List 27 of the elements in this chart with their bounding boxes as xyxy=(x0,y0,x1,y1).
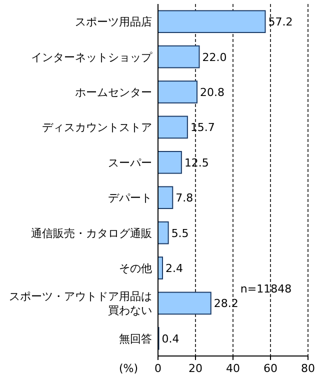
x-tick-label: 40 xyxy=(226,362,240,375)
x-axis-title: (%) xyxy=(118,362,138,375)
y-tick-label: スーパー xyxy=(108,156,152,170)
annotation: n=11848 xyxy=(240,282,292,296)
y-tick-label: その他 xyxy=(119,262,152,275)
x-tick-label: 80 xyxy=(301,362,315,375)
data-label: 12.5 xyxy=(184,156,209,170)
data-label: 22.0 xyxy=(202,50,227,64)
data-label: 7.8 xyxy=(176,192,194,205)
y-tick-label: スポーツ・アウトドア用品は買わない xyxy=(9,290,152,318)
data-label: 57.2 xyxy=(268,16,293,29)
x-tick-label: 60 xyxy=(264,362,278,375)
y-tick-label: 通信販売・カタログ通販 xyxy=(31,226,152,240)
y-tick-label: 無回答 xyxy=(119,332,152,346)
y-tick-label: スポーツ用品店 xyxy=(75,16,152,29)
data-label: 2.4 xyxy=(166,262,183,275)
data-label: 5.5 xyxy=(171,226,189,240)
y-tick-label: インターネットショップ xyxy=(31,50,153,64)
data-label: 20.8 xyxy=(200,86,224,99)
x-tick-label: 0 xyxy=(154,362,162,375)
y-tick-label: ホームセンター xyxy=(75,86,152,99)
y-tick-label: デパート xyxy=(108,192,152,205)
x-tick-label: 20 xyxy=(188,362,202,375)
data-label: 15.7 xyxy=(190,121,215,134)
data-label: 28.2 xyxy=(214,297,238,310)
data-label: 0.4 xyxy=(162,332,180,346)
y-tick-label: ディスカウントストア xyxy=(42,121,152,134)
